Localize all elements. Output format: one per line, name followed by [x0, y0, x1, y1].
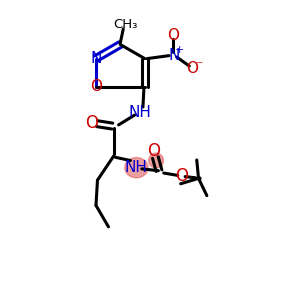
Text: N: N — [90, 51, 101, 66]
Text: O: O — [147, 142, 160, 160]
Ellipse shape — [125, 158, 148, 178]
Text: CH₃: CH₃ — [113, 18, 138, 31]
Text: O: O — [175, 167, 188, 185]
Text: O: O — [85, 114, 98, 132]
Ellipse shape — [148, 153, 164, 168]
Text: NH: NH — [128, 105, 151, 120]
Text: ⁻: ⁻ — [195, 59, 202, 73]
Text: O: O — [186, 61, 198, 76]
Text: O: O — [167, 28, 179, 43]
Text: O: O — [90, 79, 102, 94]
Text: N: N — [168, 47, 179, 62]
Text: +: + — [175, 45, 184, 55]
Text: NH: NH — [125, 160, 148, 175]
